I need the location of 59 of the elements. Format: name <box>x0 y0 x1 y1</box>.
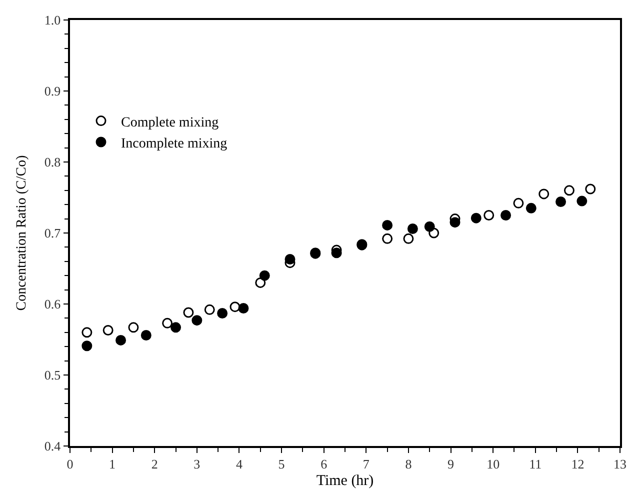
x-tick-label: 0 <box>66 456 74 472</box>
x-tick-label: 13 <box>614 456 626 472</box>
y-tick-label: 0.4 <box>44 438 62 454</box>
x-axis-title: Time (hr) <box>316 472 374 489</box>
point <box>585 184 596 194</box>
x-tick-label: 8 <box>405 456 412 472</box>
y-axis-title: Concentration Ratio (C/Co) <box>14 154 30 311</box>
point <box>382 220 393 230</box>
x-tick-label: 7 <box>362 456 370 472</box>
x-tick-label: 10 <box>486 456 500 472</box>
x-tick-label: 6 <box>320 456 328 472</box>
legend-label: Incomplete mixing <box>121 136 228 152</box>
point <box>500 210 512 220</box>
point <box>259 270 270 281</box>
x-tick-label: 5 <box>278 456 285 472</box>
point <box>183 307 194 318</box>
point <box>470 212 482 224</box>
x-tick-label: 4 <box>236 456 243 472</box>
point <box>230 302 240 312</box>
point <box>331 248 342 258</box>
y-tick-label: 0.5 <box>44 368 61 383</box>
point <box>556 196 566 208</box>
point <box>538 188 550 200</box>
point <box>403 233 414 244</box>
point <box>204 304 215 315</box>
point <box>102 325 114 336</box>
point <box>170 322 182 333</box>
point <box>140 330 152 340</box>
y-tick-label: 0.7 <box>44 226 62 241</box>
point <box>284 254 296 265</box>
point <box>407 223 418 234</box>
point <box>382 233 393 244</box>
point <box>82 327 92 338</box>
point <box>116 334 126 346</box>
y-tick-label: 0.6 <box>44 296 62 312</box>
x-tick-label: 11 <box>529 456 542 472</box>
point <box>217 308 228 318</box>
point <box>238 303 249 314</box>
x-tick-label: 9 <box>448 456 454 472</box>
y-tick-label: 0.8 <box>44 154 61 170</box>
point <box>162 318 173 328</box>
point <box>424 221 435 232</box>
point <box>513 198 524 208</box>
point <box>255 277 266 288</box>
point <box>526 202 536 214</box>
point <box>450 217 460 228</box>
y-tick-label: 0.9 <box>44 84 61 99</box>
y-tick-label: 1.0 <box>44 12 61 28</box>
point <box>564 185 574 196</box>
legend-label: Complete mixing <box>121 115 219 130</box>
x-tick-label: 2 <box>151 456 158 472</box>
x-tick-label: 12 <box>571 456 584 472</box>
point <box>128 322 139 333</box>
x-tick-label: 3 <box>194 456 200 472</box>
x-tick-label: 1 <box>109 456 116 472</box>
point <box>82 340 92 352</box>
point <box>576 196 588 206</box>
point <box>484 210 494 220</box>
point <box>192 315 202 326</box>
